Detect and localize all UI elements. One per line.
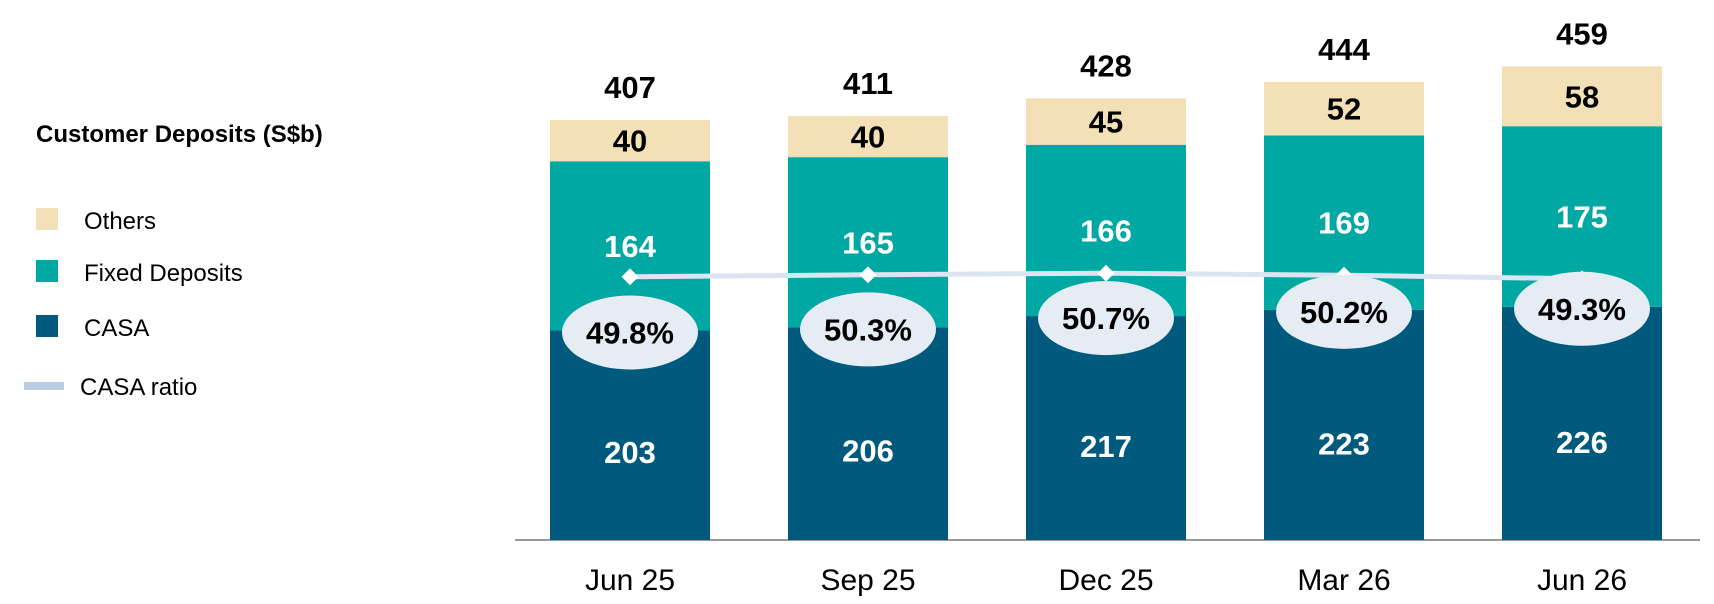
legend-swatch-others	[36, 208, 58, 230]
casa-ratio-series: 49.8% 50.3% 50.7% 50.2% 49.3%	[562, 264, 1650, 370]
x-tick-label-dec-25: Dec 25	[1058, 564, 1153, 597]
x-tick-label-jun-26: Jun 26	[1537, 564, 1627, 597]
legend-swatch-casa-ratio	[24, 382, 64, 390]
data-label-fixed-deposits-jun-25: 164	[604, 229, 656, 264]
data-label-fixed-deposits-sep-25: 165	[842, 225, 894, 260]
legend: Others Fixed Deposits CASA CASA ratio	[24, 208, 243, 401]
casa-ratio-bubble-sep-25	[800, 292, 936, 367]
bar-others-sep-25	[788, 115, 948, 158]
total-label-mar-26: 444	[1318, 32, 1370, 67]
total-label-jun-25: 407	[604, 70, 656, 105]
casa-ratio-point-sep-25	[859, 266, 877, 284]
bar-others-jun-26	[1502, 66, 1662, 127]
chart-title: Customer Deposits (S$b)	[36, 121, 323, 148]
data-label-others-dec-25: 45	[1089, 105, 1123, 140]
legend-label-others: Others	[84, 208, 156, 235]
x-tick-label-jun-25: Jun 25	[585, 564, 675, 597]
data-label-fixed-deposits-mar-26: 169	[1318, 206, 1370, 241]
legend-swatch-casa	[36, 315, 58, 337]
data-label-casa-jun-26: 226	[1556, 425, 1608, 460]
label-group: 203 164 40 407 Jun 25 206 165 40 411 Sep 25 217 166…	[585, 16, 1627, 597]
legend-label-casa-ratio: CASA ratio	[80, 374, 197, 401]
casa-ratio-label-dec-25: 50.7%	[1062, 301, 1150, 336]
casa-ratio-bubble-mar-26	[1276, 274, 1412, 349]
casa-ratio-label-mar-26: 50.2%	[1300, 295, 1388, 330]
bar-others-dec-25	[1026, 98, 1186, 145]
casa-ratio-point-jun-25	[621, 268, 639, 286]
data-label-others-jun-25: 40	[613, 124, 647, 159]
total-label-jun-26: 459	[1556, 16, 1608, 51]
casa-ratio-label-jun-25: 49.8%	[586, 316, 674, 351]
casa-ratio-bubble-jun-25	[562, 295, 698, 370]
legend-swatch-fixed-deposits	[36, 260, 58, 282]
data-label-casa-dec-25: 217	[1080, 429, 1132, 464]
data-label-others-mar-26: 52	[1327, 92, 1361, 127]
data-label-others-sep-25: 40	[851, 120, 885, 155]
data-label-casa-jun-25: 203	[604, 435, 656, 470]
data-label-casa-mar-26: 223	[1318, 426, 1370, 461]
total-label-dec-25: 428	[1080, 48, 1132, 83]
casa-ratio-label-sep-25: 50.3%	[824, 312, 912, 347]
legend-label-casa: CASA	[84, 315, 149, 342]
data-label-casa-sep-25: 206	[842, 434, 894, 469]
casa-ratio-label-jun-26: 49.3%	[1538, 292, 1626, 327]
total-label-sep-25: 411	[843, 66, 893, 101]
casa-ratio-bubble-jun-26	[1514, 271, 1650, 346]
data-label-others-jun-26: 58	[1565, 79, 1599, 114]
legend-label-fixed-deposits: Fixed Deposits	[84, 260, 243, 287]
x-tick-label-mar-26: Mar 26	[1297, 564, 1390, 597]
data-label-fixed-deposits-dec-25: 166	[1080, 213, 1132, 248]
bar-others-jun-25	[550, 120, 710, 162]
bar-others-mar-26	[1264, 81, 1424, 136]
data-label-fixed-deposits-jun-26: 175	[1556, 199, 1608, 234]
casa-ratio-bubble-dec-25	[1038, 281, 1174, 356]
x-tick-label-sep-25: Sep 25	[820, 564, 915, 597]
